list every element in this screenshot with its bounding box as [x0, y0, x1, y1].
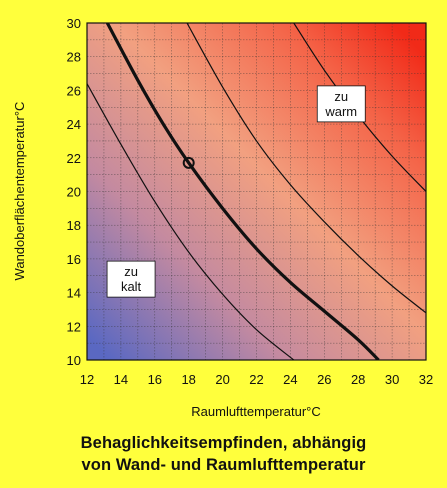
chart: 12 14 16 18 20 22 24 26 28 30 32 10 12 14 16 18 20 22 24 26… [12, 16, 434, 419]
y-axis-label: Wandoberflächentemperatur°C [12, 102, 27, 281]
annotation-text: zu [334, 89, 348, 104]
x-tick-label: 28 [351, 372, 365, 387]
y-tick-label: 24 [67, 117, 81, 132]
caption-line-1: Behaglichkeitsempfinden, abhängig [80, 434, 367, 452]
annotation-box [106, 260, 156, 298]
comfort-curve-thin-2 [186, 23, 426, 314]
y-tick-label: 26 [67, 83, 81, 98]
y-tick-label: 18 [67, 218, 81, 233]
annotation-text: kalt [121, 279, 142, 294]
y-tick-label: 12 [67, 319, 81, 334]
x-axis-label: Raumlufttemperatur°C [191, 404, 320, 419]
y-tick-label: 10 [67, 353, 81, 368]
x-tick-label: 24 [283, 372, 297, 387]
x-tick-label: 30 [385, 372, 399, 387]
annotation-text: zu [124, 264, 138, 279]
y-tick-label: 30 [67, 16, 81, 31]
tick-labels: 12 14 16 18 20 22 24 26 28 30 32 10 12 14 16 18 20 22 24 26… [67, 16, 434, 387]
x-tick-label: 32 [419, 372, 433, 387]
x-tick-label: 14 [114, 372, 128, 387]
comfort-curve-thick-1 [105, 23, 380, 360]
x-tick-label: 20 [215, 372, 229, 387]
reference-marker [182, 156, 195, 169]
x-tick-label: 26 [317, 372, 331, 387]
y-tick-label: 14 [67, 286, 81, 301]
marker-layer [182, 156, 195, 169]
x-tick-label: 18 [181, 372, 195, 387]
y-tick-label: 16 [67, 252, 81, 267]
x-tick-label: 22 [249, 372, 263, 387]
comfort-curve-thin-0 [87, 83, 295, 360]
x-tick-label: 12 [80, 372, 94, 387]
caption-line-2: von Wand- und Raumlufttemperatur [81, 456, 366, 474]
annotation-box [316, 85, 366, 123]
y-tick-label: 22 [67, 151, 81, 166]
y-tick-label: 20 [67, 185, 81, 200]
annotation-text: warm [324, 104, 357, 119]
x-tick-label: 16 [148, 372, 162, 387]
y-tick-label: 28 [67, 50, 81, 65]
plot-frame [86, 22, 427, 361]
